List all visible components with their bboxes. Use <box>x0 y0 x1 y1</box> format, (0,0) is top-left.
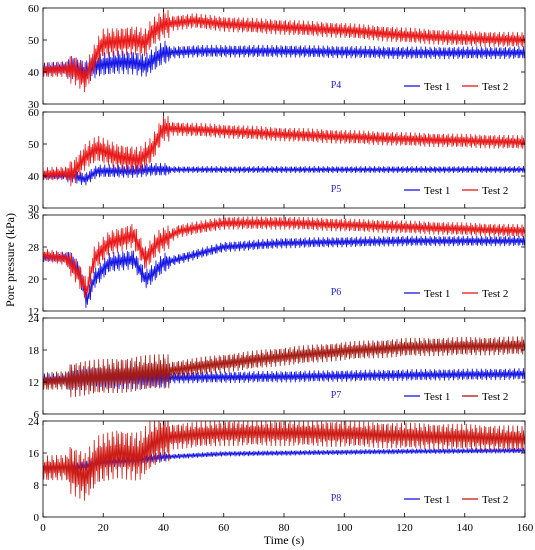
y-tick-label: 30 <box>28 99 40 111</box>
y-tick-label: 6 <box>34 409 40 421</box>
series-p8-test2 <box>43 421 525 501</box>
y-tick-label: 24 <box>28 416 40 428</box>
panel-label: P5 <box>331 184 342 195</box>
legend-entry: Test 1 <box>424 391 450 403</box>
y-tick-label: 12 <box>28 377 39 389</box>
x-tick-label: 80 <box>279 522 291 534</box>
legend-entry: Test 1 <box>424 81 450 93</box>
y-tick-label: 18 <box>28 345 40 357</box>
panel-label: P7 <box>331 390 342 401</box>
y-tick-label: 24 <box>28 313 40 325</box>
y-tick-label: 40 <box>28 67 40 79</box>
panel-p6: 12 20 28 36 P6 Test 1 Test 2 <box>28 210 526 318</box>
y-tick-label: 20 <box>28 274 40 286</box>
x-tick-label: 140 <box>457 522 474 534</box>
legend-entry: Test 2 <box>482 494 508 506</box>
series-p4-test2 <box>43 9 525 92</box>
panel-frame <box>42 111 526 209</box>
x-tick-label: 100 <box>336 522 353 534</box>
x-tick-label: 160 <box>517 522 534 534</box>
y-tick-label: 30 <box>28 203 40 215</box>
x-axis-label: Time (s) <box>264 533 305 547</box>
legend-entry: Test 1 <box>424 288 450 300</box>
y-tick-label: 60 <box>28 107 40 119</box>
y-tick-label: 28 <box>28 242 40 254</box>
panel-label: P6 <box>331 287 342 298</box>
x-tick-label: 60 <box>218 522 230 534</box>
y-tick-label: 50 <box>28 139 40 151</box>
series-p5-test2 <box>43 115 525 187</box>
panel-p8: 0 8 16 24 P8 Test 1 Test 2 <box>28 416 526 524</box>
panel-p5: 30 40 50 60 P5 Test 1 Test 2 <box>28 107 526 215</box>
legend: Test 1 Test 2 <box>404 494 508 506</box>
y-axis-label: Pore pressure (kPa) <box>3 213 17 307</box>
y-tick-label: 40 <box>28 171 40 183</box>
legend: Test 1 Test 2 <box>404 288 508 300</box>
x-tick-label: 20 <box>98 522 110 534</box>
legend: Test 1 Test 2 <box>404 391 508 403</box>
series-p5-test1 <box>43 162 525 186</box>
legend: Test 1 Test 2 <box>404 81 508 93</box>
x-tick-label: 0 <box>40 522 46 534</box>
panel-frame <box>42 317 526 415</box>
y-tick-label: 8 <box>34 480 40 492</box>
legend: Test 1 Test 2 <box>404 185 508 197</box>
legend-entry: Test 2 <box>482 288 508 300</box>
series-p4-test1 <box>43 40 525 84</box>
series-p7-test2 <box>43 336 525 398</box>
legend-entry: Test 2 <box>482 185 508 197</box>
series-p6-test1 <box>43 235 525 309</box>
legend-entry: Test 2 <box>482 391 508 403</box>
y-tick-label: 36 <box>28 210 40 222</box>
panel-label: P4 <box>331 80 342 91</box>
legend-entry: Test 1 <box>424 185 450 197</box>
panel-p7: 6 12 18 24 P7 Test 1 Test 2 <box>28 313 526 421</box>
y-tick-label: 0 <box>34 512 40 524</box>
legend-entry: Test 1 <box>424 494 450 506</box>
y-tick-label: 12 <box>28 306 39 318</box>
panel-p4: 30 40 50 60 P4 Test 1 Test 2 <box>28 3 526 111</box>
y-tick-label: 50 <box>28 35 40 47</box>
legend-entry: Test 2 <box>482 81 508 93</box>
panel-label: P8 <box>331 493 342 504</box>
y-tick-label: 16 <box>28 448 40 460</box>
x-tick-label: 120 <box>396 522 413 534</box>
y-tick-label: 60 <box>28 3 40 15</box>
x-tick-label: 40 <box>158 522 170 534</box>
